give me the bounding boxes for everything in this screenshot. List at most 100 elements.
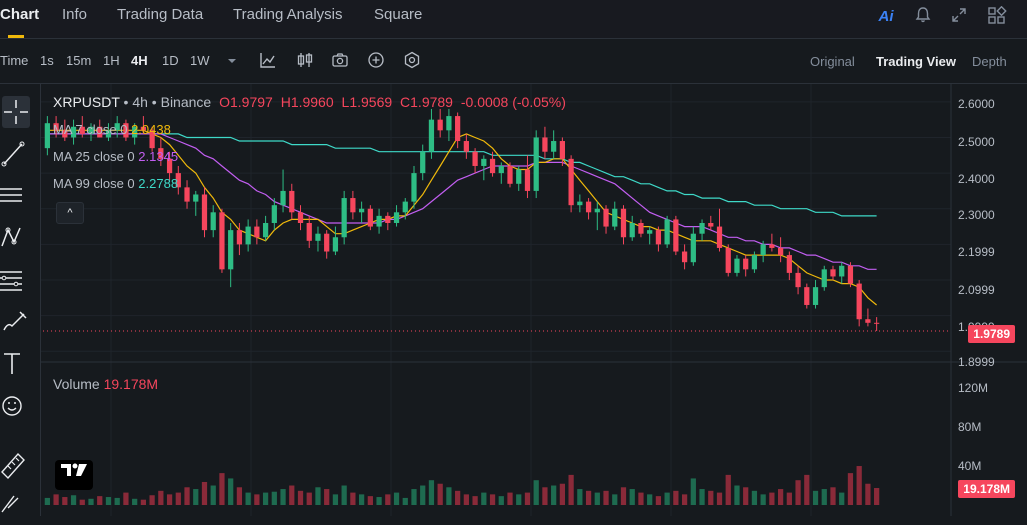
horizontal-lines-icon[interactable] [0,178,40,214]
candle [821,265,827,291]
timeframe-4h[interactable]: 4H [131,53,148,68]
candle-body [516,169,522,184]
legend-interval: 4h [132,94,148,110]
candle-type-icon[interactable] [295,50,315,70]
crosshair-icon[interactable] [0,94,40,130]
ohlc-legend: XRPUSDT • 4h • Binance O1.9797 H1.9960 L… [53,94,566,110]
candle-body [44,123,50,149]
candle [210,205,216,238]
trend-line-icon[interactable] [0,136,40,172]
volume-bar [821,489,827,505]
pattern-icon[interactable] [0,220,40,256]
candle [175,165,181,195]
indicator-chart-icon[interactable] [258,50,278,70]
timeframe-1d[interactable]: 1D [162,53,179,68]
volume-bar [97,496,103,505]
tab-trading-analysis[interactable]: Trading Analysis [233,6,343,23]
volume-bar [847,473,854,505]
candle [350,190,356,220]
candle [193,190,199,216]
candle [716,208,723,252]
bell-icon[interactable] [912,6,934,28]
timeframe-time[interactable]: Time [0,53,29,68]
tab-chart[interactable]: Chart [0,6,40,23]
ruler-icon[interactable] [0,446,40,482]
candle-body [821,269,827,288]
candle [437,108,443,138]
price-chart[interactable] [41,84,1027,516]
volume-bar [786,492,792,505]
expand-icon[interactable] [948,6,970,28]
chart-area[interactable] [41,84,1027,516]
candle [271,198,277,231]
candle [743,255,749,277]
collapse-legend-button[interactable]: ^ [56,202,84,224]
legend-high: H1.9960 [280,94,334,110]
volume-bar [839,492,845,505]
timeframe-15m[interactable]: 15m [66,53,92,68]
timeframe-1w[interactable]: 1W [190,53,210,68]
tab-trading-data[interactable]: Trading Data [117,6,204,23]
view-trading-view[interactable]: Trading View [876,54,956,69]
layout-grid-icon[interactable] [986,5,1008,28]
candle [489,151,496,177]
fib-retracement-icon[interactable] [0,262,40,298]
view-original[interactable]: Original [810,54,855,69]
camera-icon[interactable] [330,50,350,70]
timeframe-1s[interactable]: 1s [40,53,54,68]
ma99-label: MA 99 close 0 [53,176,135,191]
ma7-value: 2.0438 [131,122,171,137]
add-indicator-icon[interactable] [366,50,386,70]
view-depth[interactable]: Depth [972,54,1007,69]
volume-bar [769,492,775,505]
candle-body [236,230,243,245]
timeframe-1h[interactable]: 1H [103,53,120,68]
candle-body [271,205,277,223]
volume-bar [856,466,862,505]
volume-bar [725,474,731,505]
candle [393,205,400,227]
candle-body [507,165,513,184]
candle-body [201,194,208,231]
volume-bar [699,489,705,505]
volume-bar [708,490,714,505]
candle [647,226,653,245]
candle [777,237,784,263]
candle-body [193,194,199,202]
settings-icon[interactable] [402,50,422,70]
volume-bar [158,490,164,505]
candle-body [681,251,688,263]
text-tool-icon[interactable] [0,346,40,382]
candle-body [280,190,286,206]
candle [158,137,164,166]
candle [62,119,68,142]
candle-body [795,272,801,288]
candle [847,262,854,288]
candle-body [690,233,696,263]
timeframe-dropdown-icon[interactable] [224,50,244,70]
volume-bar [79,499,85,505]
candle-body [428,119,435,152]
candle-body [437,119,443,131]
candle-body [175,173,181,188]
brush-icon[interactable] [0,304,40,340]
candle-body [629,223,635,238]
candle [367,205,373,231]
ai-icon[interactable]: Ai [875,6,897,28]
candle [132,123,138,145]
candle-body [289,190,295,213]
active-tab-indicator [8,35,24,38]
candle [559,137,566,166]
candle [655,226,662,252]
volume-bar [88,498,94,505]
volume-bar [437,483,443,505]
candle-body [577,201,583,206]
magnet-icon[interactable] [0,484,40,520]
volume-bar [114,497,120,505]
emoji-icon[interactable] [0,388,40,424]
volume-bar [716,492,723,505]
volume-bar [166,494,173,505]
tab-square[interactable]: Square [374,6,423,23]
candle-body [62,130,68,138]
tab-info[interactable]: Info [62,6,88,23]
